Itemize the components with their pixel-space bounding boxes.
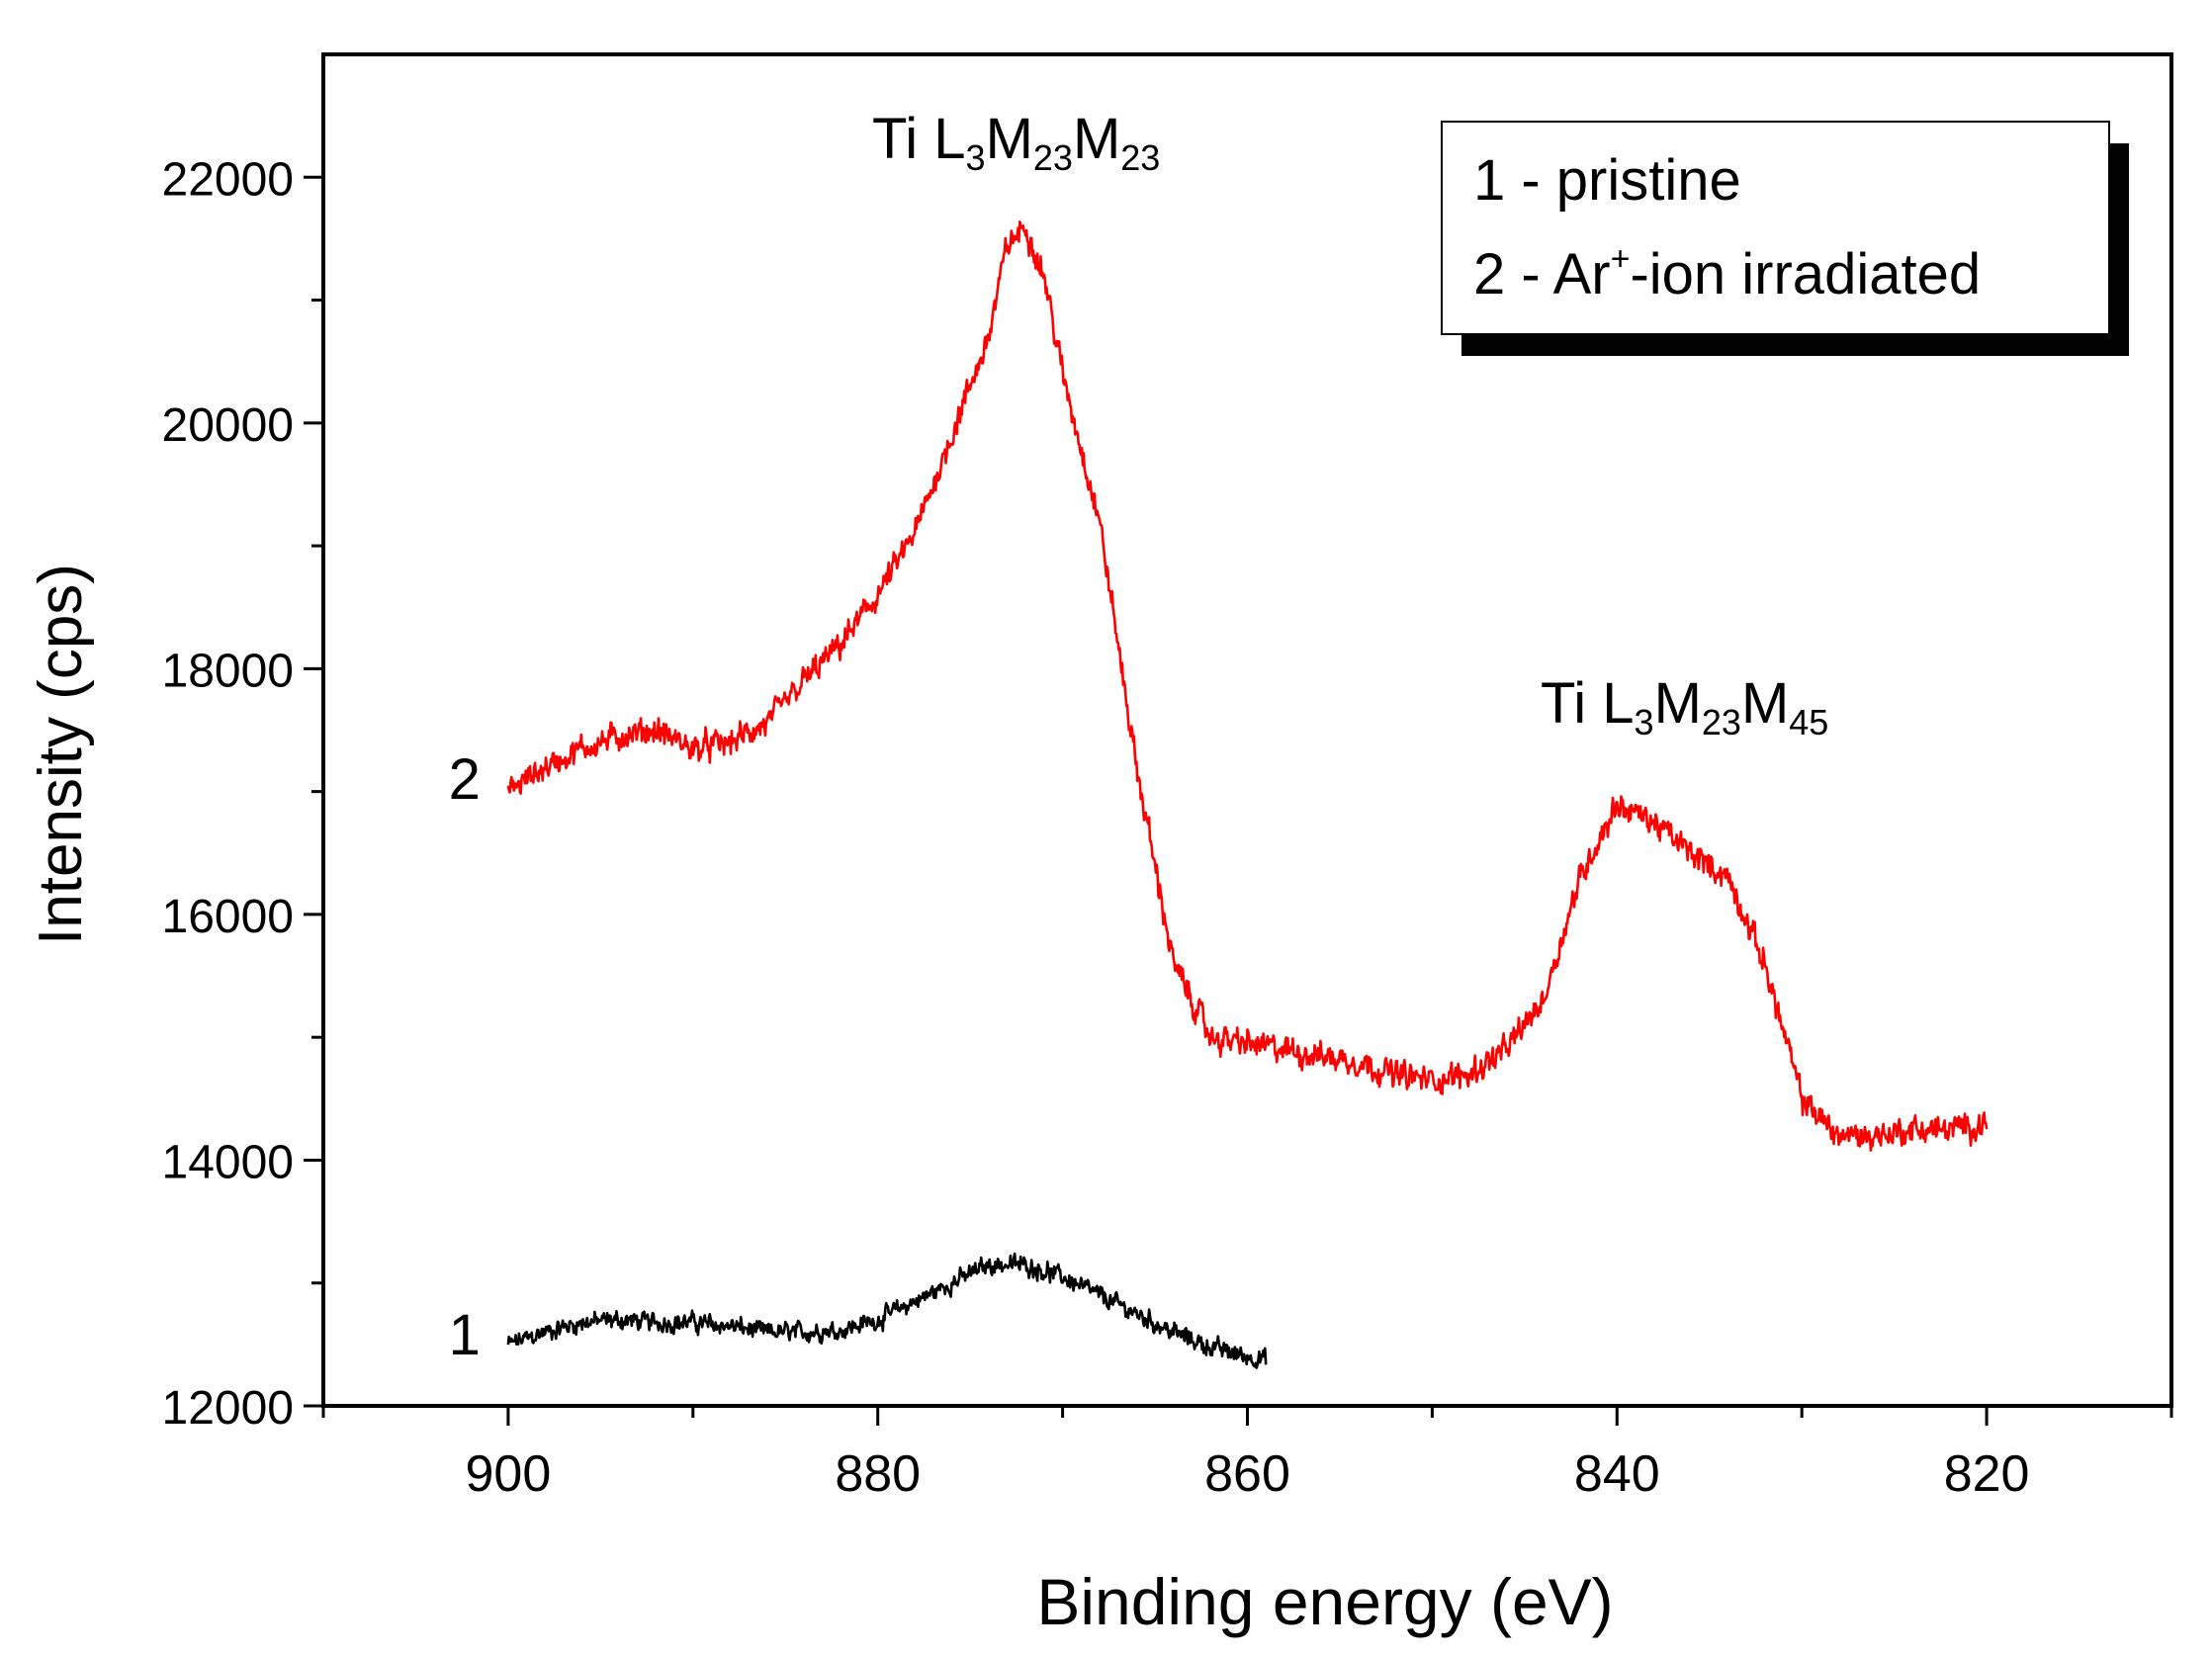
x-tick-label: 860 bbox=[1204, 1445, 1290, 1503]
legend: 1 - pristine 2 - Ar+-ion irradiated bbox=[1441, 121, 2129, 356]
x-axis-label: Binding energy (eV) bbox=[1036, 1565, 1613, 1638]
x-tick-label: 900 bbox=[466, 1445, 552, 1503]
plot-frame bbox=[321, 52, 2173, 1408]
y-axis-label: Intensity (cps) bbox=[27, 564, 95, 945]
series-1-label: 1 bbox=[449, 1303, 481, 1367]
legend-box bbox=[1441, 121, 2110, 335]
legend-entry-2-superscript: + bbox=[1611, 240, 1631, 278]
series-2-line bbox=[506, 220, 1989, 1152]
series-2-label: 2 bbox=[449, 747, 481, 812]
x-tick-label: 840 bbox=[1574, 1445, 1660, 1503]
legend-entry-2-text-end: -ion irradiated bbox=[1630, 242, 1981, 306]
series-1-line bbox=[506, 1252, 1268, 1369]
y-tick-label: 20000 bbox=[162, 399, 294, 452]
peak-annotation-2: Ti L3M23M45 bbox=[1541, 671, 1828, 742]
legend-entry-2-text: 2 - Ar bbox=[1473, 242, 1611, 306]
y-tick-label: 16000 bbox=[162, 891, 294, 943]
x-tick-label: 880 bbox=[835, 1445, 921, 1503]
series-layer: 12 bbox=[449, 220, 1989, 1369]
y-tick-label: 12000 bbox=[162, 1382, 294, 1435]
legend-entry-2: 2 - Ar+-ion irradiated bbox=[1473, 240, 1981, 306]
y-tick-label: 18000 bbox=[162, 645, 294, 697]
y-tick-label: 14000 bbox=[162, 1136, 294, 1188]
legend-entry-1: 1 - pristine bbox=[1473, 148, 1741, 213]
y-tick-label: 22000 bbox=[162, 153, 294, 206]
x-tick-label: 820 bbox=[1944, 1445, 2030, 1503]
peak-annotation-1: Ti L3M23M23 bbox=[872, 107, 1160, 178]
ticks-layer: 900 880 860 840 820 12000 14000 16000 18000 20000… bbox=[162, 153, 2173, 1503]
